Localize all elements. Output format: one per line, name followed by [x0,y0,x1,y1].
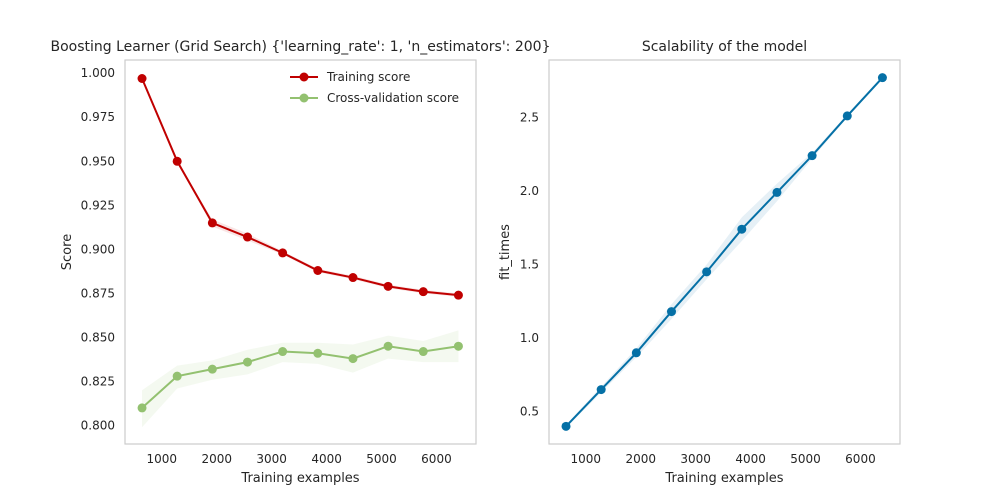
data-point [348,354,358,364]
series-line-1 [141,78,459,297]
x-axis-label: Training examples [664,471,783,486]
plot-area [548,59,901,445]
x-tick-label: 5000 [790,452,821,466]
data-point [418,347,428,357]
x-tick-label: 5000 [366,452,397,466]
data-point [137,403,147,413]
data-point [278,248,288,258]
y-tick-label: 0.950 [81,154,115,168]
series-line-2 [141,345,459,409]
y-tick-label: 0.800 [81,419,115,433]
x-tick-label: 3000 [256,452,287,466]
y-axis-label: fit_times [498,224,513,280]
legend-item-1: Training score [290,70,410,84]
data-point [313,348,323,358]
data-point [737,224,747,234]
data-point [207,218,217,228]
data-point [453,341,463,351]
y-tick-label: 1.0 [520,331,539,345]
chart-panel-2: Scalability of the model 1000 2000 3000 4000… [498,39,901,486]
data-point [453,290,463,300]
data-point [242,232,252,242]
y-tick-label: 0.825 [81,374,115,388]
chart-title: Scalability of the model [642,39,807,55]
data-point [172,156,182,166]
x-tick-label: 6000 [845,452,876,466]
confidence-band-2 [142,330,459,428]
x-tick-label: 2000 [201,452,232,466]
data-point [313,265,323,275]
plot-area [124,59,477,445]
y-tick-label: 0.5 [520,405,539,419]
x-tick-label: 3000 [680,452,711,466]
legend: Training score Cross-validation score [290,70,459,105]
data-point [172,371,182,381]
y-tick-label: 0.850 [81,330,115,344]
y-tick-label: 0.925 [81,198,115,212]
legend-item-2: Cross-validation score [290,91,459,105]
series-line-1 [565,76,884,428]
legend-label: Cross-validation score [327,91,459,105]
data-point [278,347,288,357]
chart-panel-1: Boosting Learner (Grid Search) {'learnin… [51,39,551,486]
data-point [702,267,712,277]
x-tick-label: 1000 [571,452,602,466]
y-axis-label: Score [60,234,75,270]
legend-label: Training score [326,70,410,84]
x-tick-label: 4000 [311,452,342,466]
data-point [348,273,358,283]
x-axis-label: Training examples [240,471,359,486]
data-point [137,73,147,83]
y-tick-label: 1.5 [520,258,539,272]
data-point [596,385,606,395]
data-point [207,364,217,374]
y-tick-label: 0.875 [81,286,115,300]
y-tick-label: 2.0 [520,184,539,198]
y-tick-label: 2.5 [520,110,539,124]
data-point [807,151,817,161]
data-point [418,287,428,297]
y-tick-label: 0.900 [81,242,115,256]
x-tick-label: 6000 [421,452,452,466]
legend-marker [299,72,309,82]
data-point [666,307,676,317]
data-point [631,348,641,358]
data-point [561,421,571,431]
data-point [383,281,393,291]
legend-marker [299,93,309,103]
y-tick-label: 0.975 [81,110,115,124]
data-point [772,187,782,197]
data-point [877,73,887,83]
data-point [383,341,393,351]
chart-title: Boosting Learner (Grid Search) {'learnin… [51,39,551,55]
x-tick-label: 1000 [147,452,178,466]
x-tick-label: 4000 [735,452,766,466]
y-tick-label: 1.000 [81,66,115,80]
data-point [242,357,252,367]
x-tick-label: 2000 [625,452,656,466]
data-point [842,111,852,121]
